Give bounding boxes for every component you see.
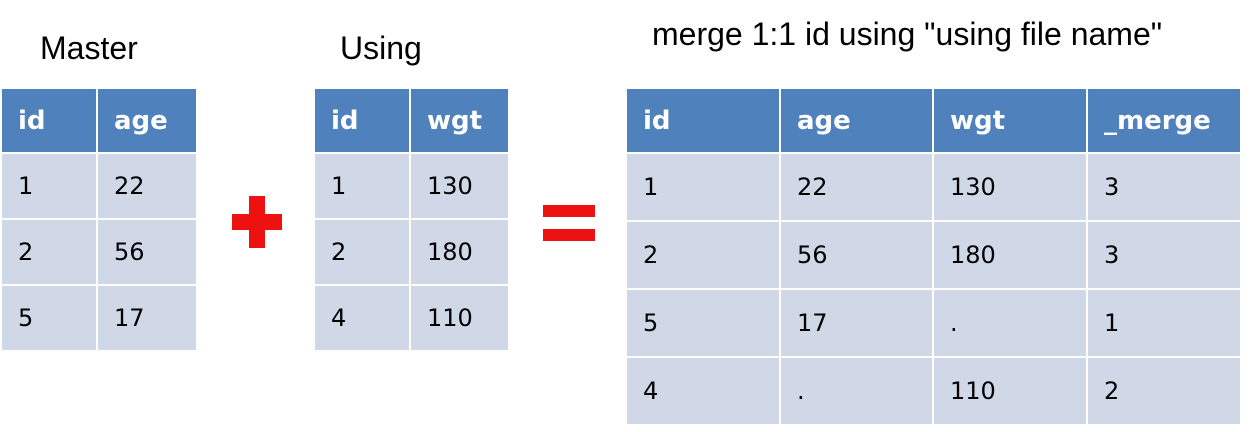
table-cell: 5 xyxy=(0,284,98,352)
table-cell: 17 xyxy=(96,284,198,352)
table-cell: 56 xyxy=(779,220,934,290)
table-cell: 1 xyxy=(0,152,98,220)
table-cell: 5 xyxy=(625,288,781,358)
merge-command-label: merge 1:1 id using "using file name" xyxy=(652,16,1163,52)
table-cell: 110 xyxy=(932,356,1088,426)
table-cell: 3 xyxy=(1086,220,1242,290)
table-header-row: id wgt xyxy=(313,87,510,154)
table-cell: 22 xyxy=(96,152,198,220)
equals-operator xyxy=(543,205,595,241)
table-cell: 3 xyxy=(1086,152,1242,222)
table-header-row: id age wgt _merge xyxy=(625,87,1242,154)
table-row: 1 22 xyxy=(0,152,198,220)
table-row: 1 22 130 3 xyxy=(625,152,1242,222)
column-header-id: id xyxy=(0,87,98,154)
table-cell: 180 xyxy=(932,220,1088,290)
column-header-wgt: wgt xyxy=(409,87,510,154)
table-cell: 130 xyxy=(409,152,510,220)
master-label: Master xyxy=(40,30,138,66)
table-row: 1 130 xyxy=(313,152,510,220)
column-header-merge: _merge xyxy=(1086,87,1242,154)
plus-operator xyxy=(232,196,282,248)
table-cell: 2 xyxy=(1086,356,1242,426)
table-cell: 22 xyxy=(779,152,934,222)
column-header-age: age xyxy=(96,87,198,154)
table-row: 4 110 xyxy=(313,284,510,352)
column-header-id: id xyxy=(313,87,411,154)
column-header-wgt: wgt xyxy=(932,87,1088,154)
master-table: id age 1 22 2 56 5 17 xyxy=(0,87,198,352)
table-cell: 130 xyxy=(932,152,1088,222)
table-header-row: id age xyxy=(0,87,198,154)
table-cell: 1 xyxy=(313,152,411,220)
table-row: 2 56 xyxy=(0,218,198,286)
table-cell: 17 xyxy=(779,288,934,358)
table-cell: . xyxy=(932,288,1088,358)
table-cell: 180 xyxy=(409,218,510,286)
table-cell: 1 xyxy=(1086,288,1242,358)
merged-result-table: id age wgt _merge 1 22 130 3 2 56 180 3 … xyxy=(625,87,1242,426)
table-cell: 2 xyxy=(313,218,411,286)
table-cell: 2 xyxy=(0,218,98,286)
table-row: 2 180 xyxy=(313,218,510,286)
table-cell: 2 xyxy=(625,220,781,290)
table-cell: 4 xyxy=(313,284,411,352)
table-cell: 1 xyxy=(625,152,781,222)
table-cell: 4 xyxy=(625,356,781,426)
using-table: id wgt 1 130 2 180 4 110 xyxy=(313,87,510,352)
table-cell: 56 xyxy=(96,218,198,286)
table-cell: 110 xyxy=(409,284,510,352)
column-header-id: id xyxy=(625,87,781,154)
table-row: 5 17 xyxy=(0,284,198,352)
table-row: 5 17 . 1 xyxy=(625,288,1242,358)
table-row: 4 . 110 2 xyxy=(625,356,1242,426)
column-header-age: age xyxy=(779,87,934,154)
table-cell: . xyxy=(779,356,934,426)
using-label: Using xyxy=(340,30,422,66)
table-row: 2 56 180 3 xyxy=(625,220,1242,290)
